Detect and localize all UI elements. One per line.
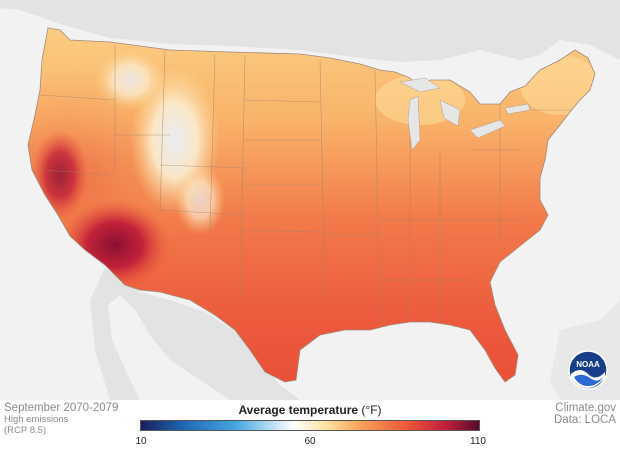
credit-data: Data: LOCA [554, 414, 616, 426]
legend-unit: (°F) [361, 403, 382, 417]
legend-tick-min: 10 [135, 436, 147, 447]
lake-superior [399, 77, 441, 93]
legend-tick-mid: 60 [304, 436, 316, 447]
credit-source: Climate.gov [555, 402, 616, 414]
noaa-logo-icon: NOAA [568, 350, 608, 390]
period-label: September 2070-2079 [4, 402, 119, 414]
map-area: NOAA [0, 0, 620, 400]
scenario-caption: September 2070-2079 High emissions (RCP … [4, 402, 118, 436]
mexico-land [90, 268, 300, 400]
usa-temperature-map [0, 0, 620, 400]
lake-huron [439, 99, 461, 127]
legend-title: Average temperature (°F) [140, 403, 480, 417]
legend-color-bar [140, 420, 480, 431]
lake-ontario [504, 103, 531, 115]
legend-tick-max: 110 [470, 436, 486, 447]
canada-land [0, 0, 620, 62]
noaa-logo-text: NOAA [576, 360, 600, 369]
scenario-rcp-label: (RCP 8.5) [4, 425, 47, 436]
state-borders [39, 45, 580, 331]
legend-title-text: Average temperature [238, 403, 359, 417]
scenario-label: High emissions [4, 414, 69, 425]
lake-michigan [407, 95, 421, 151]
credits: Climate.gov Data: LOCA [554, 402, 616, 426]
lake-erie [469, 119, 506, 139]
